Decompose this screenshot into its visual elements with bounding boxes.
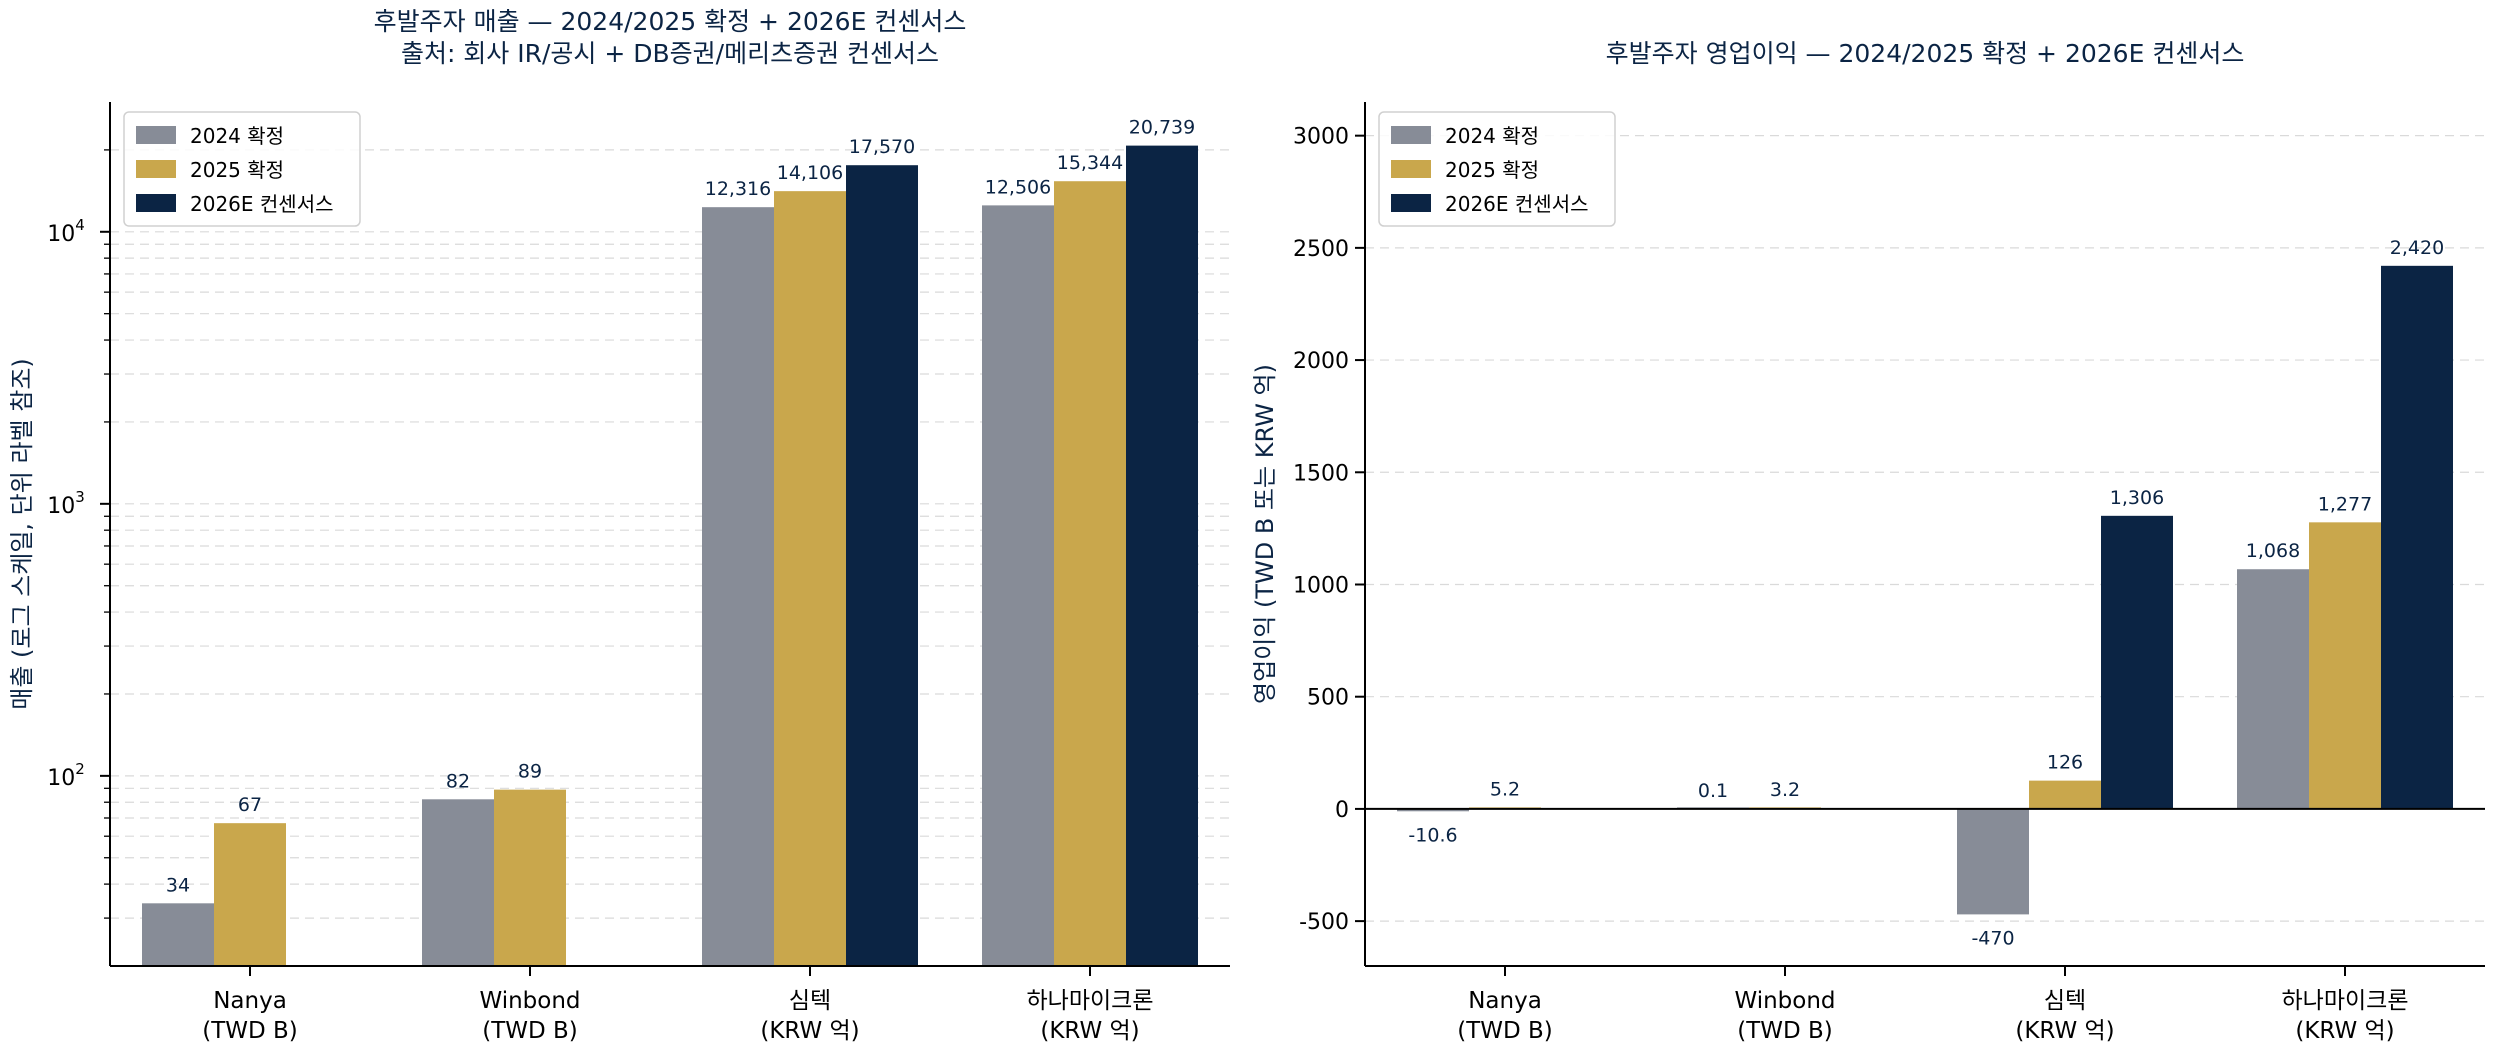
legend-swatch — [136, 160, 176, 178]
bar-2024 확정-하나마이크론 — [982, 205, 1054, 966]
bar-2024 확정-심텍 — [702, 207, 774, 967]
y-tick-label: 1000 — [1293, 573, 1349, 598]
x-tick-label-unit: (TWD B) — [202, 1018, 298, 1044]
bar-2025 확정-하나마이크론 — [1054, 181, 1126, 966]
x-tick-label-unit: (TWD B) — [1737, 1018, 1833, 1044]
data-label: 2,420 — [2390, 237, 2444, 259]
data-label: 34 — [166, 874, 190, 896]
x-tick-label: 심텍 — [2044, 988, 2086, 1014]
data-label: 15,344 — [1057, 152, 1123, 174]
legend: 2024 확정 2025 확정 2026E 컨센서스 — [123, 111, 361, 227]
bar-2025 확정-Nanya — [214, 823, 286, 966]
legend-label: 2026E 컨센서스 — [190, 192, 334, 216]
bar-2024 확정-하나마이크론 — [2237, 569, 2309, 809]
x-tick-label: Winbond — [479, 988, 580, 1014]
y-tick-label: 103 — [47, 488, 85, 519]
y-axis-label: 매출 (로그 스케일, 단위 라벨 참조) — [8, 358, 36, 710]
bar-2024 확정-Nanya — [142, 903, 214, 966]
legend-swatch — [1391, 126, 1431, 144]
data-label: 12,506 — [985, 176, 1051, 198]
chart-panel-2: -10.6 0.1 -470 1,068 5.2 3.2 126 1,277 1,306 2,42… — [1251, 39, 2485, 1044]
legend-label: 2024 확정 — [190, 124, 284, 148]
legend: 2024 확정 2025 확정 2026E 컨센서스 — [1378, 111, 1616, 227]
bar-2024 확정-Nanya — [1397, 808, 1469, 812]
data-label: 12,316 — [705, 178, 771, 200]
legend-box — [1378, 111, 1616, 227]
chart-panel-1: 34 82 12,316 12,506 67 89 14,106 15,344 17,570 20… — [8, 7, 1230, 1044]
x-tick-label-unit: (KRW 억) — [2295, 1018, 2394, 1044]
x-tick-label-unit: (TWD B) — [482, 1018, 578, 1044]
y-tick-label: 2500 — [1293, 237, 1349, 262]
x-tick-label: 하나마이크론 — [2282, 988, 2409, 1014]
bar-2026E 컨센서스-하나마이크론 — [1126, 145, 1198, 966]
y-tick-label: -500 — [1299, 910, 1349, 935]
y-tick-label: 3000 — [1293, 125, 1349, 150]
data-label: 126 — [2047, 752, 2083, 774]
bar-2026E 컨센서스-심텍 — [2101, 515, 2173, 809]
data-label: 67 — [238, 794, 262, 816]
data-label: 89 — [518, 761, 542, 783]
data-label: 82 — [446, 770, 470, 792]
bar-2025 확정-Winbond — [494, 789, 566, 966]
data-label: 14,106 — [777, 162, 843, 184]
bar-2024 확정-Winbond — [422, 799, 494, 966]
data-label: -470 — [1971, 927, 2014, 949]
legend-label: 2025 확정 — [190, 158, 284, 182]
bar-2025 확정-심텍 — [2029, 780, 2101, 809]
y-tick-label: 2000 — [1293, 349, 1349, 374]
data-label: -10.6 — [1408, 824, 1457, 846]
x-tick-label: 하나마이크론 — [1027, 988, 1154, 1014]
chart-title: 후발주자 영업이익 — 2024/2025 확정 + 2026E 컨센서스 — [1606, 39, 2245, 68]
legend-swatch — [1391, 160, 1431, 178]
data-label: 1,277 — [2318, 493, 2372, 515]
bar-2026E 컨센서스-하나마이크론 — [2381, 265, 2453, 809]
y-tick-label: 500 — [1307, 686, 1349, 711]
data-label: 20,739 — [1129, 117, 1195, 139]
y-tick-label: 102 — [47, 760, 85, 791]
data-label: 17,570 — [849, 136, 915, 158]
x-tick-label: Nanya — [1468, 988, 1542, 1014]
legend-box — [123, 111, 361, 227]
data-label: 3.2 — [1770, 779, 1800, 801]
y-tick-label: 0 — [1335, 798, 1349, 823]
x-tick-label-unit: (TWD B) — [1457, 1018, 1553, 1044]
x-tick-label-unit: (KRW 억) — [760, 1018, 859, 1044]
legend-swatch — [1391, 194, 1431, 212]
x-tick-label-unit: (KRW 억) — [1040, 1018, 1139, 1044]
legend-label: 2025 확정 — [1445, 158, 1539, 182]
x-tick-label: Nanya — [213, 988, 287, 1014]
legend-swatch — [136, 194, 176, 212]
bar-2025 확정-심텍 — [774, 191, 846, 966]
bar-2025 확정-하나마이크론 — [2309, 522, 2381, 809]
chart-subtitle: 출처: 회사 IR/공시 + DB증권/메리츠증권 컨센서스 — [401, 39, 939, 68]
data-label: 0.1 — [1698, 780, 1728, 802]
x-tick-label-unit: (KRW 억) — [2015, 1018, 2114, 1044]
y-tick-label: 1500 — [1293, 461, 1349, 486]
y-tick-label: 104 — [47, 216, 85, 247]
bar-2024 확정-심텍 — [1957, 808, 2029, 915]
legend-swatch — [136, 126, 176, 144]
data-label: 1,068 — [2246, 540, 2300, 562]
x-tick-label: 심텍 — [789, 988, 831, 1014]
chart-title: 후발주자 매출 — 2024/2025 확정 + 2026E 컨센서스 — [374, 7, 967, 36]
x-tick-label: Winbond — [1734, 988, 1835, 1014]
y-axis-label: 영업이익 (TWD B 또는 KRW 억) — [1251, 364, 1279, 704]
bar-2026E 컨센서스-심텍 — [846, 165, 918, 966]
legend-label: 2026E 컨센서스 — [1445, 192, 1589, 216]
legend-label: 2024 확정 — [1445, 124, 1539, 148]
data-label: 5.2 — [1490, 779, 1520, 801]
data-label: 1,306 — [2110, 487, 2164, 509]
